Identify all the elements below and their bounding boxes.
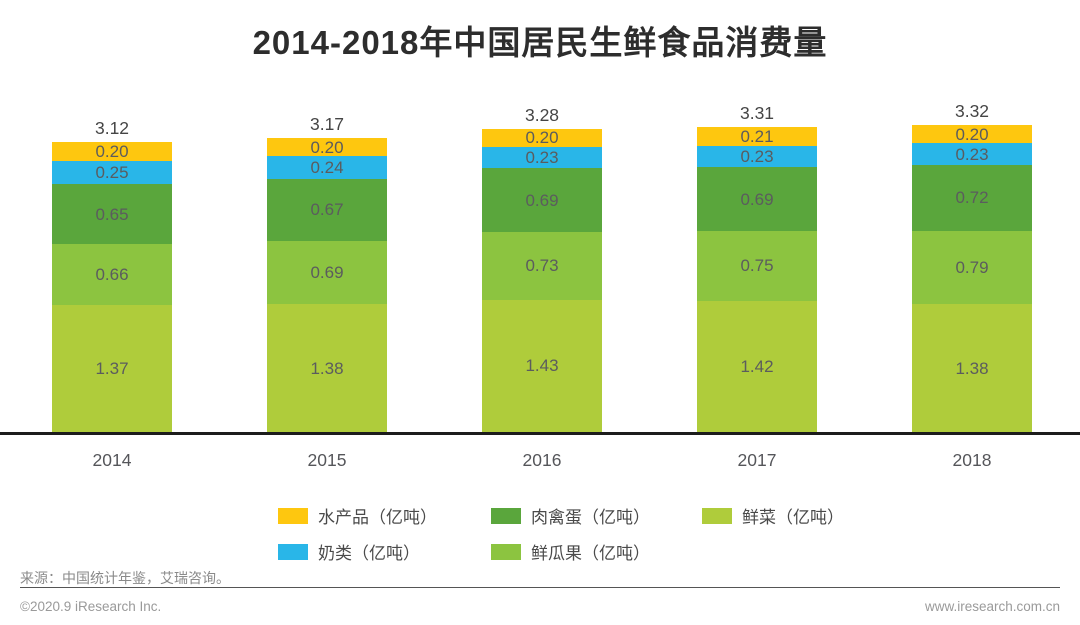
segment-鲜菜-2018: 1.38 [912, 304, 1032, 432]
segment-鲜菜-2014: 1.37 [52, 305, 172, 432]
segment-value-label: 0.23 [955, 144, 989, 164]
segment-value-label: 0.20 [95, 142, 129, 162]
segment-鲜菜-2017: 1.42 [697, 300, 817, 432]
segment-value-label: 1.37 [95, 359, 129, 379]
website-link[interactable]: www.iresearch.com.cn [924, 599, 1060, 614]
segment-鲜菜-2016: 1.43 [482, 299, 602, 432]
segment-value-label: 0.24 [310, 157, 344, 177]
segment-鲜瓜果-2017: 0.75 [697, 231, 817, 301]
bar-2014: 0.20 0.25 0.65 0.66 1.37 [52, 142, 172, 432]
segment-value-label: 0.20 [525, 128, 559, 148]
segment-value-label: 0.69 [525, 190, 559, 210]
segment-水产品-2017: 0.21 [697, 126, 817, 147]
bar-2015: 0.20 0.24 0.67 0.69 1.38 [267, 137, 387, 432]
segment-奶类-2015: 0.24 [267, 156, 387, 179]
segment-value-label: 0.21 [740, 126, 774, 146]
segment-value-label: 0.67 [310, 200, 344, 220]
bar-total-label-2017: 3.31 [739, 102, 775, 123]
segment-value-label: 0.79 [955, 258, 989, 278]
segment-水产品-2018: 0.20 [912, 124, 1032, 144]
legend-label: 奶类（亿吨） [318, 544, 420, 563]
bar-total-label-2016: 3.28 [524, 104, 560, 125]
footer-divider [20, 587, 1060, 588]
legend-swatch-icon [491, 507, 521, 524]
segment-肉禽蛋-2017: 0.69 [697, 167, 817, 232]
bar-2018: 0.20 0.23 0.72 0.79 1.38 [912, 124, 1032, 432]
segment-水产品-2016: 0.20 [482, 128, 602, 148]
segment-value-label: 0.25 [95, 163, 129, 183]
legend-item-奶类: 奶类（亿吨） [278, 539, 491, 564]
segment-value-label: 0.66 [95, 265, 129, 285]
segment-value-label: 0.23 [740, 147, 774, 167]
segment-value-label: 0.73 [525, 256, 559, 276]
segment-肉禽蛋-2018: 0.72 [912, 164, 1032, 232]
legend-label: 鲜菜（亿吨） [742, 508, 844, 527]
x-axis-label-2016: 2016 [522, 450, 562, 470]
legend-swatch-icon [491, 543, 521, 560]
legend-item-鲜瓜果: 鲜瓜果（亿吨） [491, 539, 702, 564]
segment-value-label: 1.38 [310, 358, 344, 378]
x-axis-label-2018: 2018 [952, 450, 992, 470]
segment-value-label: 0.23 [525, 148, 559, 168]
segment-value-label: 0.65 [95, 204, 129, 224]
x-axis-label-2017: 2017 [737, 450, 777, 470]
segment-奶类-2016: 0.23 [482, 147, 602, 169]
segment-奶类-2014: 0.25 [52, 160, 172, 185]
segment-value-label: 0.20 [955, 124, 989, 144]
segment-鲜瓜果-2015: 0.69 [267, 240, 387, 305]
segment-鲜瓜果-2018: 0.79 [912, 231, 1032, 305]
legend-item-水产品: 水产品（亿吨） [278, 503, 491, 528]
segment-value-label: 1.42 [740, 356, 774, 376]
legend-label: 鲜瓜果（亿吨） [531, 544, 650, 563]
bar-total-label-2014: 3.12 [94, 118, 130, 139]
segment-鲜菜-2015: 1.38 [267, 304, 387, 432]
segment-value-label: 1.38 [955, 358, 989, 378]
segment-value-label: 0.20 [310, 137, 344, 157]
segment-水产品-2015: 0.20 [267, 137, 387, 157]
segment-水产品-2014: 0.20 [52, 142, 172, 161]
x-axis-line [0, 432, 1080, 435]
bar-total-label-2015: 3.17 [309, 113, 345, 134]
x-axis-label-2015: 2015 [307, 450, 347, 470]
segment-value-label: 0.69 [740, 189, 774, 209]
legend-item-鲜菜: 鲜菜（亿吨） [702, 503, 844, 528]
bar-total-label-2018: 3.32 [954, 100, 990, 121]
bar-2016: 0.20 0.23 0.69 0.73 1.43 [482, 128, 602, 432]
segment-鲜瓜果-2014: 0.66 [52, 244, 172, 306]
segment-奶类-2017: 0.23 [697, 146, 817, 168]
legend-label: 水产品（亿吨） [318, 508, 437, 527]
legend: 水产品（亿吨） 肉禽蛋（亿吨） 鲜菜（亿吨） 奶类（亿吨） 鲜瓜果（亿吨） [278, 503, 844, 564]
copyright-text: ©2020.9 iResearch Inc. [20, 599, 162, 614]
segment-value-label: 0.69 [310, 262, 344, 282]
legend-swatch-icon [278, 507, 308, 524]
legend-swatch-icon [702, 507, 732, 524]
x-axis-label-2014: 2014 [92, 450, 132, 470]
legend-item-肉禽蛋: 肉禽蛋（亿吨） [491, 503, 702, 528]
segment-肉禽蛋-2015: 0.67 [267, 178, 387, 241]
segment-奶类-2018: 0.23 [912, 143, 1032, 165]
chart-title: 2014-2018年中国居民生鲜食品消费量 [252, 24, 828, 61]
legend-swatch-icon [278, 543, 308, 560]
segment-value-label: 0.72 [955, 188, 989, 208]
segment-value-label: 1.43 [525, 356, 559, 376]
bar-2017: 0.21 0.23 0.69 0.75 1.42 [697, 126, 817, 432]
segment-value-label: 0.75 [740, 256, 774, 276]
segment-肉禽蛋-2016: 0.69 [482, 168, 602, 233]
segment-肉禽蛋-2014: 0.65 [52, 184, 172, 245]
legend-label: 肉禽蛋（亿吨） [531, 508, 650, 527]
segment-鲜瓜果-2016: 0.73 [482, 232, 602, 300]
source-note: 来源：中国统计年鉴，艾瑞咨询。 [20, 570, 230, 586]
